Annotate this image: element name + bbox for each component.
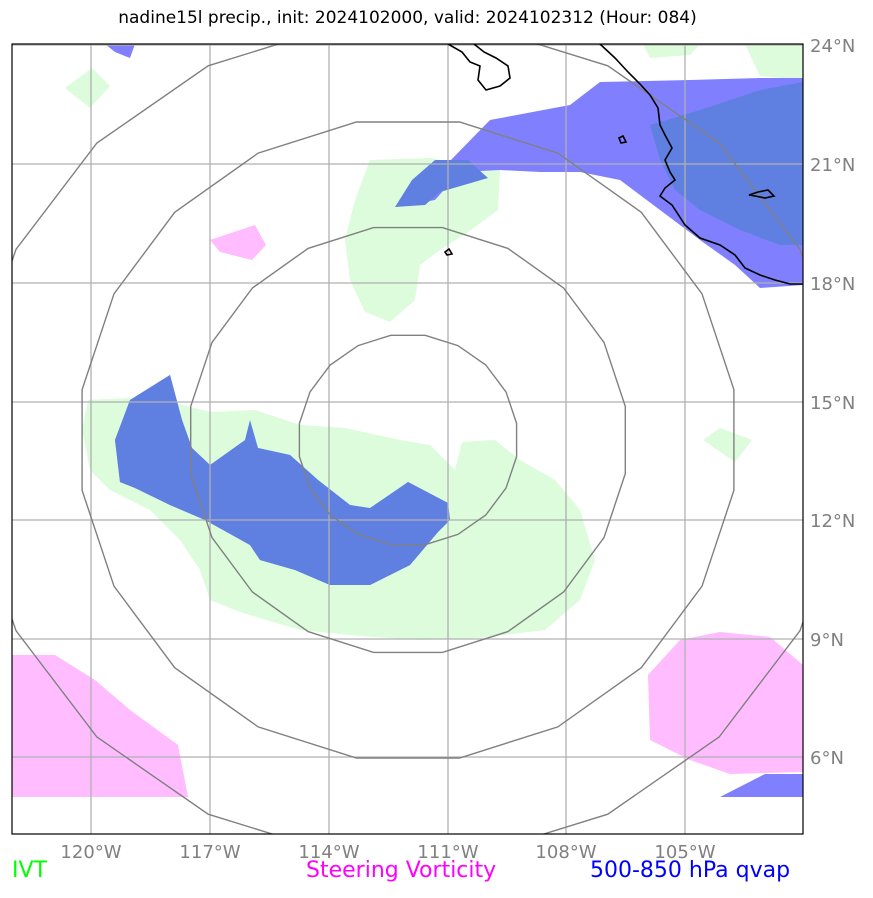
range-rings <box>12 44 803 834</box>
latitude-tick-label: 18°N <box>810 274 855 295</box>
range-ring <box>189 226 626 654</box>
longitude-tick-label: 108°W <box>535 842 596 863</box>
coastline <box>443 44 803 285</box>
map-layers <box>12 44 803 834</box>
longitude-tick-label: 111°W <box>417 842 478 863</box>
longitude-tick-label: 117°W <box>179 842 240 863</box>
range-ring <box>298 334 518 546</box>
latitude-tick-label: 12°N <box>810 511 855 532</box>
legend-steering-vorticity: Steering Vorticity <box>306 858 497 883</box>
legend-ivt: IVT <box>12 858 47 883</box>
latitude-tick-label: 24°N <box>810 36 855 57</box>
latitude-tick-label: 15°N <box>810 393 855 414</box>
range-ring <box>81 121 735 759</box>
map-frame <box>11 43 804 835</box>
latitude-tick-label: 9°N <box>810 630 844 651</box>
longitude-tick-labels: 120°W 117°W 114°W 111°W 108°W 105°W <box>60 842 715 863</box>
map-title: nadine15l precip., init: 2024102000, val… <box>118 8 697 28</box>
graticule <box>12 44 803 834</box>
range-ring <box>12 44 803 834</box>
longitude-tick-label: 120°W <box>60 842 121 863</box>
longitude-tick-label: 114°W <box>298 842 359 863</box>
latitude-tick-label: 6°N <box>810 748 844 769</box>
legend-qvap: 500-850 hPa qvap <box>590 858 791 883</box>
longitude-tick-label: 105°W <box>654 842 715 863</box>
latitude-tick-label: 21°N <box>810 155 855 176</box>
vorticity-fill <box>12 225 803 797</box>
latitude-tick-labels: 24°N 21°N 18°N 15°N 12°N 9°N 6°N <box>810 36 855 769</box>
